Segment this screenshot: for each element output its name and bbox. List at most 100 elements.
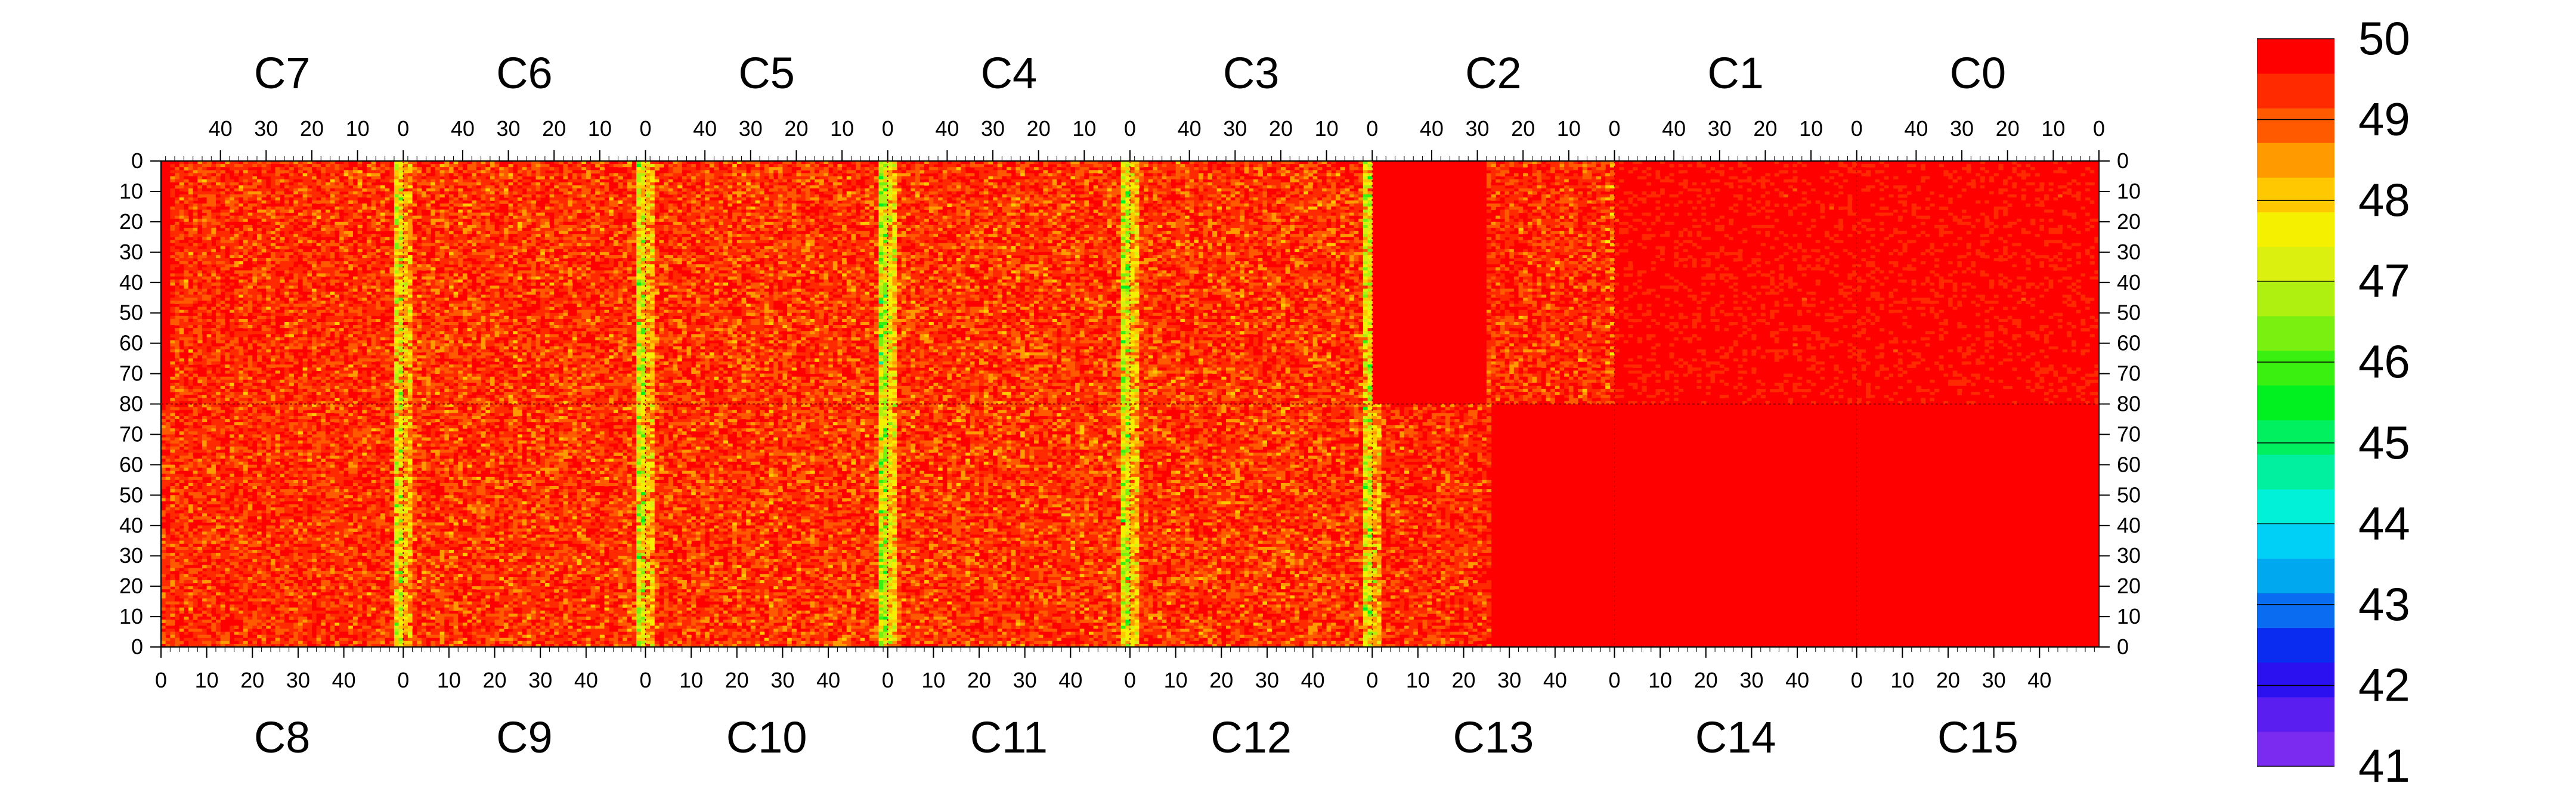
- heatmap-cell: [239, 264, 243, 268]
- heatmap-cell: [193, 179, 198, 183]
- heatmap-cell: [284, 310, 289, 314]
- heatmap-cell: [376, 395, 380, 398]
- heatmap-cell: [362, 185, 367, 189]
- heatmap-cell: [376, 313, 380, 317]
- heatmap-cell: [348, 234, 353, 237]
- heatmap-cell: [188, 361, 193, 365]
- heatmap-cell: [184, 322, 188, 326]
- heatmap-cell: [211, 383, 216, 386]
- heatmap-cell: [284, 234, 289, 237]
- heatmap-cell: [230, 206, 234, 210]
- heatmap-cell: [303, 292, 308, 295]
- heatmap-cell: [234, 292, 239, 295]
- heatmap-cell: [234, 325, 239, 329]
- heatmap-cell: [216, 380, 221, 383]
- heatmap-cell: [326, 167, 330, 171]
- heatmap-cell: [303, 246, 308, 250]
- heatmap-cell: [317, 173, 321, 177]
- heatmap-cell: [234, 316, 239, 320]
- heatmap-cell: [221, 243, 225, 247]
- heatmap-cell: [225, 355, 230, 359]
- heatmap-cell: [321, 200, 326, 204]
- heatmap-cell: [184, 173, 188, 177]
- heatmap-cell: [252, 237, 257, 240]
- heatmap-cell: [293, 316, 298, 320]
- heatmap-cell: [380, 179, 385, 183]
- heatmap-cell: [216, 392, 221, 395]
- heatmap-cell: [248, 176, 253, 179]
- heatmap-cell: [221, 197, 225, 201]
- heatmap-cell: [330, 358, 335, 362]
- heatmap-cell: [321, 307, 326, 311]
- heatmap-cell: [275, 225, 280, 228]
- heatmap-cell: [216, 322, 221, 326]
- heatmap-cell: [298, 277, 303, 280]
- heatmap-cell: [367, 295, 371, 298]
- heatmap-cell: [326, 228, 330, 231]
- heatmap-cell: [385, 176, 390, 179]
- heatmap-cell: [262, 383, 267, 386]
- heatmap-cell: [321, 210, 326, 213]
- heatmap-cell: [266, 213, 271, 216]
- heatmap-cell: [289, 179, 294, 183]
- heatmap-cell: [234, 340, 239, 344]
- heatmap-cell: [371, 389, 376, 392]
- heatmap-cell: [326, 319, 330, 323]
- heatmap-cell: [184, 286, 188, 289]
- heatmap-cell: [344, 328, 349, 332]
- heatmap-cell: [193, 213, 198, 216]
- heatmap-cell: [252, 358, 257, 362]
- heatmap-cell: [367, 389, 371, 392]
- heatmap-cell: [179, 188, 184, 192]
- heatmap-cell: [289, 176, 294, 179]
- heatmap-cell: [239, 203, 243, 207]
- heatmap-cell: [280, 392, 284, 395]
- heatmap-cell: [293, 340, 298, 344]
- heatmap-cell: [216, 292, 221, 295]
- heatmap-cell: [335, 331, 339, 335]
- heatmap-cell: [243, 340, 248, 344]
- heatmap-cell: [344, 304, 349, 307]
- heatmap-cell: [389, 219, 394, 222]
- heatmap-cell: [303, 283, 308, 286]
- heatmap-cell: [197, 286, 202, 289]
- heatmap-cell: [371, 334, 376, 338]
- heatmap-cell: [344, 240, 349, 243]
- heatmap-cell: [380, 219, 385, 222]
- heatmap-cell: [326, 270, 330, 274]
- heatmap-cell: [193, 255, 198, 259]
- heatmap-cell: [175, 182, 179, 186]
- heatmap-cell: [257, 219, 262, 222]
- heatmap-cell: [262, 331, 267, 335]
- heatmap-cell: [330, 370, 335, 374]
- heatmap-cell: [307, 298, 312, 301]
- heatmap-cell: [234, 298, 239, 301]
- heatmap-cell: [348, 301, 353, 304]
- heatmap-cell: [193, 170, 198, 174]
- heatmap-cell: [225, 352, 230, 356]
- heatmap-cell: [389, 179, 394, 183]
- heatmap-cell: [317, 386, 321, 389]
- heatmap-cell: [321, 197, 326, 201]
- heatmap-cell: [197, 191, 202, 195]
- heatmap-cell: [188, 188, 193, 192]
- heatmap-cell: [367, 182, 371, 186]
- heatmap-cell: [202, 352, 207, 356]
- heatmap-cell: [266, 377, 271, 380]
- heatmap-cell: [280, 325, 284, 329]
- heatmap-cell: [179, 283, 184, 286]
- heatmap-cell: [211, 219, 216, 222]
- heatmap-cell: [234, 219, 239, 222]
- heatmap-cell: [326, 164, 330, 168]
- heatmap-cell: [353, 194, 358, 198]
- heatmap-cell: [266, 331, 271, 335]
- heatmap-cell: [358, 286, 363, 289]
- heatmap-cell: [326, 361, 330, 365]
- heatmap-cell: [293, 370, 298, 374]
- heatmap-cell: [252, 325, 257, 329]
- heatmap-cell: [175, 280, 179, 283]
- heatmap-cell: [335, 304, 339, 307]
- heatmap-cell: [262, 219, 267, 222]
- heatmap-cell: [280, 176, 284, 179]
- heatmap-cell: [266, 325, 271, 329]
